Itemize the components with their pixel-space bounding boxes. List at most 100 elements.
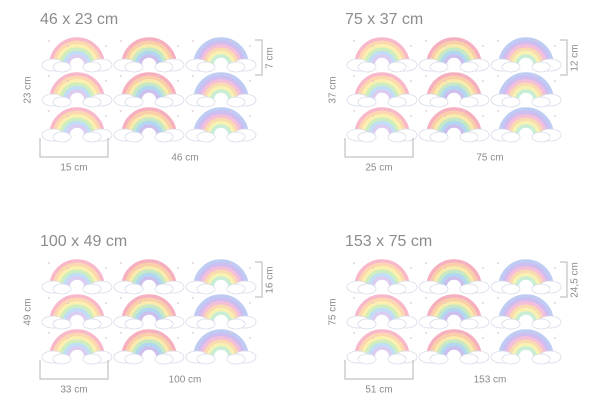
rainbow-band <box>203 269 239 288</box>
rainbow-band <box>371 346 393 358</box>
cloud <box>387 96 407 108</box>
rainbow-band <box>131 304 167 323</box>
rainbow-band <box>49 329 105 358</box>
rainbow-band <box>511 342 541 358</box>
rainbow-band <box>433 301 475 323</box>
cloud <box>459 283 479 295</box>
rainbow-band <box>200 301 242 323</box>
cloud <box>154 96 174 108</box>
rainbow-band <box>443 346 465 358</box>
rainbow-band <box>59 82 95 101</box>
sparkle <box>497 297 499 299</box>
sparkle <box>391 75 393 77</box>
sparkle <box>554 45 556 47</box>
rainbow-band <box>193 72 249 101</box>
sparkle <box>410 302 412 304</box>
sparkle <box>463 332 465 334</box>
rainbow-band <box>134 120 164 136</box>
rainbow-band <box>426 259 482 288</box>
sparkle <box>554 267 556 269</box>
rainbow-band <box>357 332 407 358</box>
rainbow-band <box>66 276 88 288</box>
sparkle <box>139 115 141 117</box>
rainbow-band <box>371 124 393 136</box>
sparkle <box>497 332 499 334</box>
rainbow-band <box>121 259 177 288</box>
sparkle <box>211 267 213 269</box>
rainbow-band <box>59 304 95 323</box>
item-height-bracket <box>255 39 263 76</box>
rainbow-band <box>52 40 102 66</box>
sparkle <box>353 262 355 264</box>
cloud <box>357 283 377 295</box>
sparkle <box>497 262 499 264</box>
rainbow-band <box>429 262 479 288</box>
cloud <box>82 283 102 295</box>
sparkle <box>86 75 88 77</box>
item-height-label: 7 cm <box>265 47 276 69</box>
panel-title: 46 x 23 cm <box>40 11 118 28</box>
rainbow <box>418 329 490 365</box>
rainbow-band <box>121 294 177 323</box>
rainbow-band <box>131 339 167 358</box>
rainbow-band <box>436 304 472 323</box>
sparkle <box>372 337 374 339</box>
rainbow-band <box>429 40 479 66</box>
rainbow-band <box>66 311 88 323</box>
cloud <box>429 283 449 295</box>
total-height-label: 49 cm <box>23 298 34 325</box>
sparkle <box>535 40 537 42</box>
rainbow-band <box>367 272 397 288</box>
rainbow-band <box>501 40 551 66</box>
cloud <box>429 131 449 143</box>
cloud <box>124 318 144 330</box>
sparkle <box>249 337 251 339</box>
sparkle <box>105 80 107 82</box>
rainbow <box>490 72 562 108</box>
cloud <box>124 61 144 73</box>
sparkle <box>192 297 194 299</box>
rainbow-band <box>433 266 475 288</box>
rainbow-band <box>49 72 105 101</box>
rainbow-band <box>193 294 249 323</box>
sparkle <box>391 110 393 112</box>
rainbow <box>490 294 562 330</box>
rainbow <box>346 72 418 108</box>
sparkle <box>177 45 179 47</box>
rainbow-band <box>206 307 236 323</box>
panel-title: 100 x 49 cm <box>40 233 127 250</box>
sparkle <box>391 332 393 334</box>
rainbow-band <box>193 259 249 288</box>
cloud <box>357 61 377 73</box>
rainbow-band <box>203 339 239 358</box>
rainbow-band <box>196 297 246 323</box>
rainbow-band <box>62 272 92 288</box>
sparkle <box>67 45 69 47</box>
sparkle <box>444 45 446 47</box>
rainbow-band <box>436 117 472 136</box>
sparkle <box>230 297 232 299</box>
rainbow-band <box>515 346 537 358</box>
rainbow-band <box>52 297 102 323</box>
sparkle <box>535 262 537 264</box>
rainbow-band <box>124 40 174 66</box>
rainbow-band <box>508 304 544 323</box>
rainbow <box>346 294 418 330</box>
rainbow-band <box>56 79 98 101</box>
rainbow-band <box>439 307 469 323</box>
cloud <box>387 61 407 73</box>
sparkle <box>139 45 141 47</box>
sparkle <box>177 337 179 339</box>
rainbow-band <box>138 54 160 66</box>
sparkle <box>86 40 88 42</box>
rainbow-band <box>124 332 174 358</box>
rainbow-band <box>371 276 393 288</box>
rainbow-band <box>508 339 544 358</box>
rainbow-band <box>515 124 537 136</box>
rainbow-band <box>128 336 170 358</box>
sparkle <box>353 40 355 42</box>
sparkle <box>177 115 179 117</box>
rainbow-band <box>131 82 167 101</box>
rainbow-band <box>134 307 164 323</box>
sparkle <box>391 262 393 264</box>
